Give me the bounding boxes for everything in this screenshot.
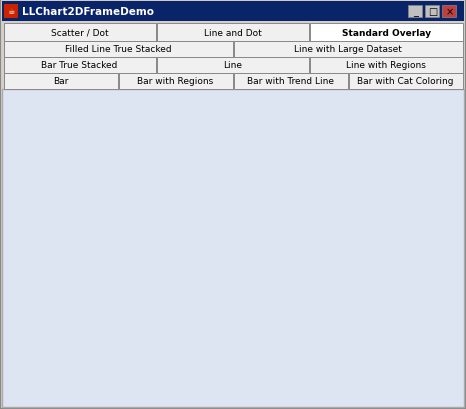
Bar — [49, 158, 162, 170]
Bar — [49, 333, 378, 345]
Bar — [2, 90, 464, 407]
Bar — [49, 309, 162, 321]
Text: Bar with Cat Coloring: Bar with Cat Coloring — [357, 77, 454, 86]
Bar — [310, 24, 462, 42]
Text: Bar: Bar — [53, 77, 68, 86]
Bar — [233, 74, 348, 90]
Bar — [49, 233, 354, 244]
Text: Line with Large Dataset: Line with Large Dataset — [294, 45, 402, 54]
Title: Monthly LOC | Defects Programmed: Monthly LOC | Defects Programmed — [105, 126, 329, 139]
Bar — [310, 58, 462, 74]
Bar — [4, 5, 18, 19]
Bar — [425, 6, 439, 18]
Text: LLChart2DFrameDemo: LLChart2DFrameDemo — [22, 7, 154, 17]
Bar — [4, 74, 117, 90]
Legend: Defects Java, Defects C++, Defects C, LOC Java, LOC C++, LOC C: Defects Java, Defects C++, Defects C, LO… — [397, 196, 466, 285]
Y-axis label: Months: Months — [0, 230, 9, 273]
Text: Bar True Stacked: Bar True Stacked — [41, 61, 118, 70]
Bar — [2, 2, 464, 22]
Bar — [4, 24, 156, 42]
Text: Standard Overlay: Standard Overlay — [342, 29, 431, 37]
Bar — [49, 182, 339, 194]
Text: _: _ — [413, 7, 418, 17]
Bar — [49, 170, 238, 182]
Text: Line: Line — [224, 61, 242, 70]
Text: Bar with Regions: Bar with Regions — [137, 77, 213, 86]
Bar — [49, 209, 162, 220]
Text: □: □ — [428, 7, 438, 17]
Bar — [118, 74, 233, 90]
Bar — [49, 283, 339, 294]
Text: Line and Dot: Line and Dot — [204, 29, 262, 37]
Text: Bar with Trend Line: Bar with Trend Line — [247, 77, 334, 86]
Bar — [157, 58, 309, 74]
Bar — [442, 6, 456, 18]
Bar — [408, 6, 422, 18]
Text: Filled Line True Stacked: Filled Line True Stacked — [65, 45, 171, 54]
Bar — [49, 220, 262, 232]
Text: ×: × — [446, 7, 454, 17]
Bar — [349, 74, 462, 90]
Bar — [4, 58, 156, 74]
Bar — [49, 321, 262, 333]
Bar — [49, 271, 262, 283]
Text: Line with Regions: Line with Regions — [346, 61, 426, 70]
Bar — [233, 42, 462, 58]
Text: Scatter / Dot: Scatter / Dot — [51, 29, 109, 37]
Bar — [157, 24, 309, 42]
Bar — [49, 259, 162, 270]
Bar — [4, 42, 233, 58]
X-axis label: LOC | Defects: LOC | Defects — [177, 384, 257, 398]
Text: ☕: ☕ — [7, 7, 15, 16]
